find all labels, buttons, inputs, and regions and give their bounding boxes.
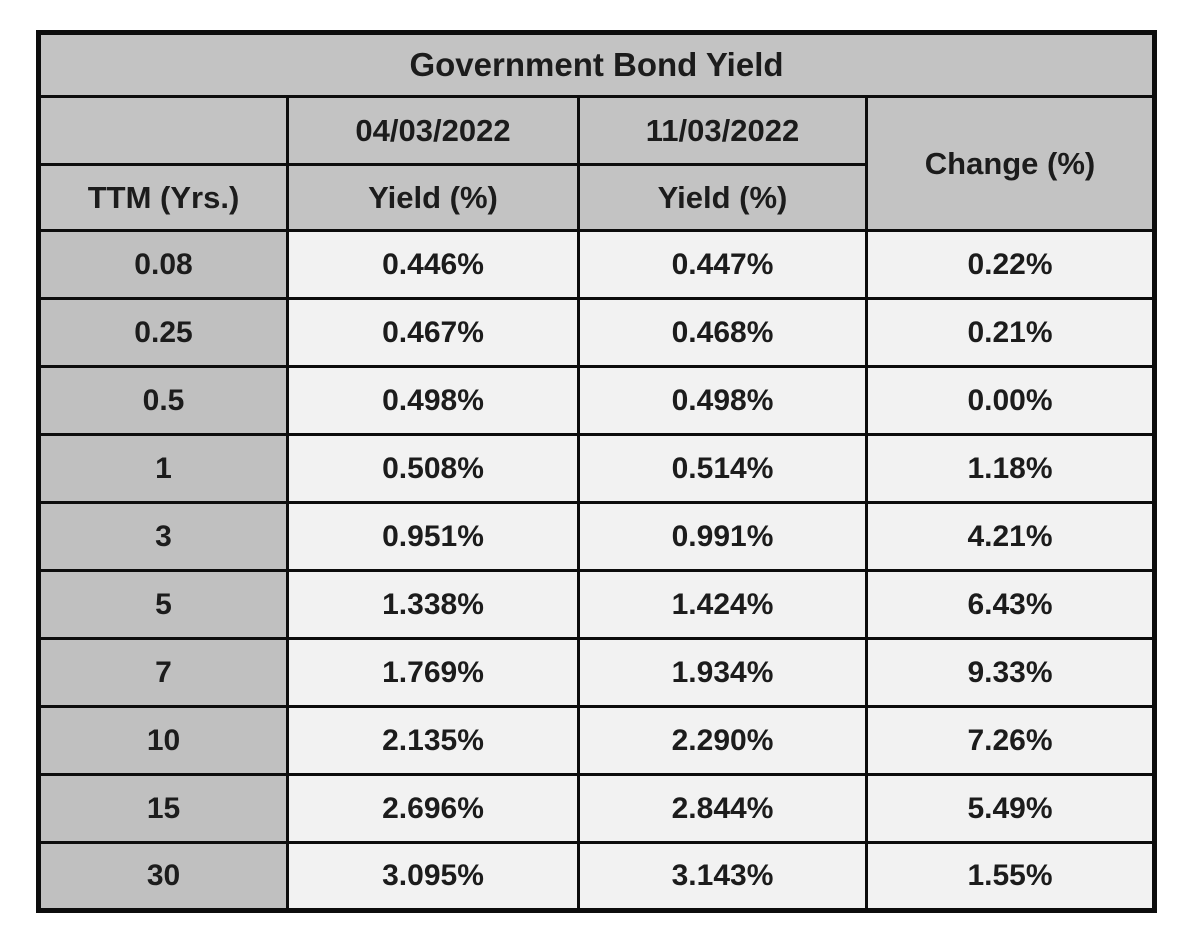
cell-yield-2: 1.934% xyxy=(577,637,868,708)
table-row: 0.25 0.467% 0.468% 0.21% xyxy=(37,297,1156,368)
cell-change: 9.33% xyxy=(865,637,1156,708)
table-row: 7 1.769% 1.934% 9.33% xyxy=(37,637,1156,708)
cell-yield-1: 2.696% xyxy=(286,773,580,844)
cell-yield-1: 0.498% xyxy=(286,365,580,436)
cell-yield-1: 0.508% xyxy=(286,433,580,504)
header-yield-1: Yield (%) xyxy=(286,163,580,232)
cell-change: 1.55% xyxy=(865,841,1156,912)
header-yield-2: Yield (%) xyxy=(577,163,868,232)
cell-change: 0.22% xyxy=(865,229,1156,300)
table-row: 3 0.951% 0.991% 4.21% xyxy=(37,501,1156,572)
cell-yield-1: 1.338% xyxy=(286,569,580,640)
header-ttm: TTM (Yrs.) xyxy=(37,163,289,232)
table-row: 15 2.696% 2.844% 5.49% xyxy=(37,773,1156,844)
cell-ttm: 5 xyxy=(37,569,289,640)
cell-ttm: 30 xyxy=(37,841,289,912)
table-title: Government Bond Yield xyxy=(37,31,1156,98)
header-change: Change (%) xyxy=(865,95,1156,232)
cell-yield-2: 0.468% xyxy=(577,297,868,368)
cell-ttm: 0.08 xyxy=(37,229,289,300)
cell-yield-2: 2.844% xyxy=(577,773,868,844)
cell-yield-2: 0.514% xyxy=(577,433,868,504)
cell-change: 7.26% xyxy=(865,705,1156,776)
cell-change: 0.00% xyxy=(865,365,1156,436)
cell-yield-2: 0.447% xyxy=(577,229,868,300)
cell-yield-1: 0.467% xyxy=(286,297,580,368)
cell-change: 5.49% xyxy=(865,773,1156,844)
table-row: 1 0.508% 0.514% 1.18% xyxy=(37,433,1156,504)
table-row: 30 3.095% 3.143% 1.55% xyxy=(37,841,1156,912)
cell-ttm: 0.25 xyxy=(37,297,289,368)
table-date-header-row: 04/03/2022 11/03/2022 Change (%) xyxy=(37,95,1156,232)
cell-change: 1.18% xyxy=(865,433,1156,504)
cell-yield-2: 2.290% xyxy=(577,705,868,776)
table-row: 0.08 0.446% 0.447% 0.22% xyxy=(37,229,1156,300)
table-row: 10 2.135% 2.290% 7.26% xyxy=(37,705,1156,776)
table-subheader-row: TTM (Yrs.) Yield (%) Yield (%) xyxy=(37,163,1155,232)
cell-ttm: 10 xyxy=(37,705,289,776)
cell-yield-2: 0.498% xyxy=(577,365,868,436)
cell-change: 4.21% xyxy=(865,501,1156,572)
cell-yield-1: 0.446% xyxy=(286,229,580,300)
table-row: 0.5 0.498% 0.498% 0.00% xyxy=(37,365,1156,436)
cell-change: 6.43% xyxy=(865,569,1156,640)
cell-ttm: 3 xyxy=(37,501,289,572)
header-date-2: 11/03/2022 xyxy=(577,95,868,166)
cell-yield-1: 0.951% xyxy=(286,501,580,572)
cell-ttm: 0.5 xyxy=(37,365,289,436)
header-date-1: 04/03/2022 xyxy=(286,95,580,166)
cell-yield-2: 0.991% xyxy=(577,501,868,572)
cell-yield-2: 1.424% xyxy=(577,569,868,640)
government-bond-yield-table: Government Bond Yield 04/03/2022 11/03/2… xyxy=(36,30,1157,913)
cell-yield-2: 3.143% xyxy=(577,841,868,912)
cell-ttm: 15 xyxy=(37,773,289,844)
table-title-row: Government Bond Yield xyxy=(37,31,1156,98)
cell-yield-1: 2.135% xyxy=(286,705,580,776)
cell-change: 0.21% xyxy=(865,297,1156,368)
cell-yield-1: 3.095% xyxy=(286,841,580,912)
cell-yield-1: 1.769% xyxy=(286,637,580,708)
table-row: 5 1.338% 1.424% 6.43% xyxy=(37,569,1156,640)
cell-ttm: 7 xyxy=(37,637,289,708)
header-empty-cell xyxy=(37,95,289,166)
cell-ttm: 1 xyxy=(37,433,289,504)
